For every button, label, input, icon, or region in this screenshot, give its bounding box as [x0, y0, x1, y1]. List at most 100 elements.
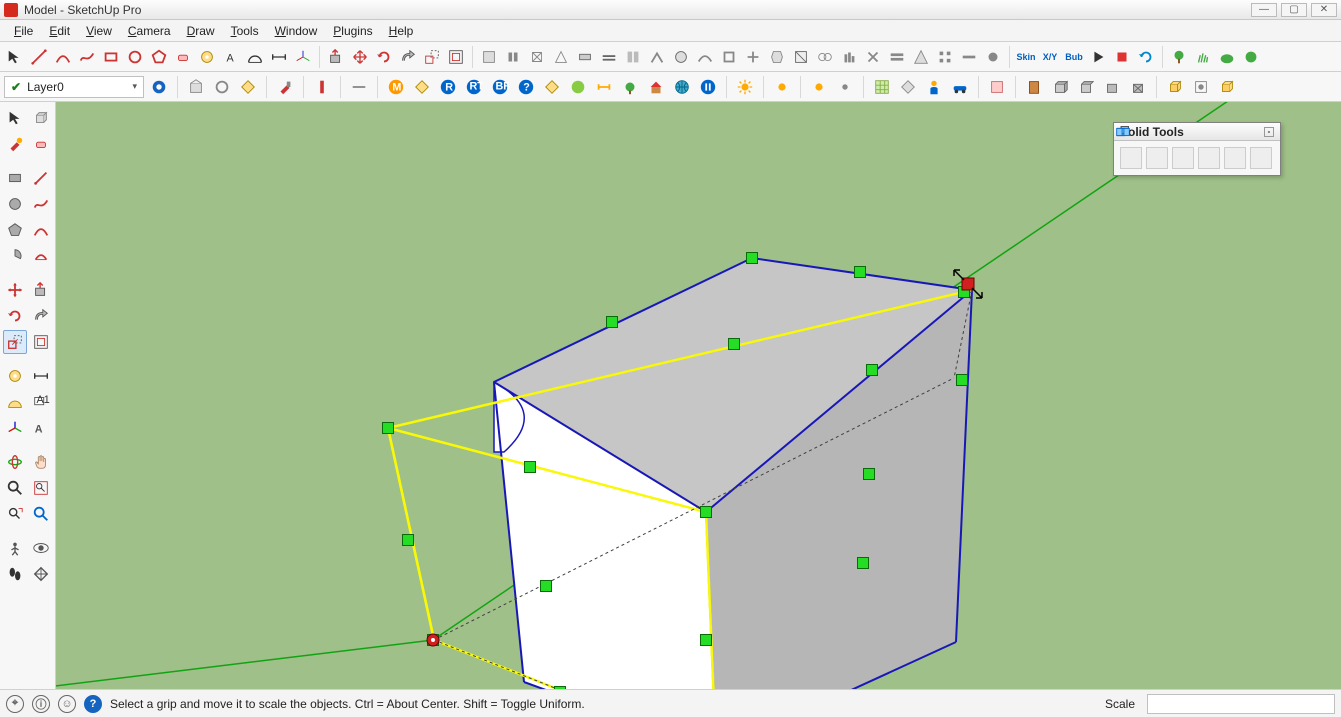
plugin-tree-icon[interactable]: [1168, 46, 1190, 68]
rectangle-tool-icon[interactable]: [3, 166, 27, 190]
plugin-bub-icon[interactable]: Bub: [1063, 46, 1085, 68]
measure-input[interactable]: [1147, 694, 1335, 714]
plugin-icon[interactable]: [694, 46, 716, 68]
tape-tool-icon[interactable]: [3, 364, 27, 388]
tool-icon[interactable]: [1190, 76, 1212, 98]
menu-window[interactable]: Window: [267, 22, 326, 40]
solid-trim-icon[interactable]: [1224, 147, 1246, 169]
move-tool-icon[interactable]: [3, 278, 27, 302]
tool-rt-icon[interactable]: RT: [463, 76, 485, 98]
plugin-grass-icon[interactable]: [1192, 46, 1214, 68]
plugin-icon[interactable]: [934, 46, 956, 68]
tool-icon[interactable]: [897, 76, 919, 98]
tool-box-icon[interactable]: [1049, 76, 1071, 98]
plugin-play-icon[interactable]: [1087, 46, 1109, 68]
tool-axes-icon[interactable]: [292, 46, 314, 68]
tool-pause-icon[interactable]: [697, 76, 719, 98]
tool-protractor-icon[interactable]: [244, 46, 266, 68]
look-around-tool-icon[interactable]: [29, 536, 53, 560]
solid-tools-title[interactable]: Solid Tools -: [1114, 123, 1280, 141]
solid-split-icon[interactable]: [1250, 147, 1272, 169]
tool-map-icon[interactable]: [871, 76, 893, 98]
position-camera-tool-icon[interactable]: [3, 536, 27, 560]
tool-icon[interactable]: [619, 76, 641, 98]
plugin-icon[interactable]: [478, 46, 500, 68]
tool-scale-icon[interactable]: [421, 46, 443, 68]
plugin-icon[interactable]: [646, 46, 668, 68]
tool-cube-icon[interactable]: [1216, 76, 1238, 98]
plugin-icon[interactable]: [886, 46, 908, 68]
menu-plugins[interactable]: Plugins: [325, 22, 380, 40]
menu-camera[interactable]: Camera: [120, 22, 179, 40]
tool-rectangle-icon[interactable]: [100, 46, 122, 68]
tool-icon[interactable]: [348, 76, 370, 98]
plugin-icon[interactable]: [766, 46, 788, 68]
followme-tool-icon[interactable]: [29, 304, 53, 328]
walk-tool-icon[interactable]: [3, 562, 27, 586]
tool-r-icon[interactable]: R: [437, 76, 459, 98]
tool-line-icon[interactable]: [28, 46, 50, 68]
zoom-extents-tool-icon[interactable]: [29, 502, 53, 526]
tool-polygon-icon[interactable]: [148, 46, 170, 68]
tool-select-icon[interactable]: [4, 46, 26, 68]
tool-dimension-icon[interactable]: [268, 46, 290, 68]
tool-sun-icon[interactable]: [734, 76, 756, 98]
plugin-icon[interactable]: [742, 46, 764, 68]
section-tool-icon[interactable]: [29, 562, 53, 586]
tool-icon[interactable]: [185, 76, 207, 98]
viewport[interactable]: Solid Tools -: [56, 102, 1341, 689]
tool-tape-icon[interactable]: [196, 46, 218, 68]
freehand-tool-icon[interactable]: [29, 192, 53, 216]
person-icon[interactable]: ☺: [58, 695, 76, 713]
dimension-tool-icon[interactable]: [29, 364, 53, 388]
tool-br-icon[interactable]: BR: [489, 76, 511, 98]
tool-icon[interactable]: [411, 76, 433, 98]
offset-tool-icon[interactable]: [29, 330, 53, 354]
plugin-icon[interactable]: [502, 46, 524, 68]
credits-icon[interactable]: ⓘ: [32, 695, 50, 713]
protractor-tool-icon[interactable]: [3, 390, 27, 414]
geo-icon[interactable]: ⌖: [6, 695, 24, 713]
plugin-icon[interactable]: [622, 46, 644, 68]
tool-eraser-icon[interactable]: [172, 46, 194, 68]
tool-book-icon[interactable]: [1023, 76, 1045, 98]
text-tool-icon[interactable]: A1: [29, 390, 53, 414]
paint-tool-icon[interactable]: [3, 132, 27, 156]
tool-text-icon[interactable]: A: [220, 46, 242, 68]
solid-subtract-icon[interactable]: [1198, 147, 1220, 169]
plugin-refresh-icon[interactable]: [1135, 46, 1157, 68]
plugin-icon[interactable]: [670, 46, 692, 68]
plugin-skin-icon[interactable]: Skin: [1015, 46, 1037, 68]
tool-icon[interactable]: [834, 76, 856, 98]
plugin-icon[interactable]: [526, 46, 548, 68]
tool-circle-icon[interactable]: [124, 46, 146, 68]
solid-tools-panel[interactable]: Solid Tools -: [1113, 122, 1281, 176]
tool-box-icon[interactable]: [1101, 76, 1123, 98]
tool-freehand-icon[interactable]: [76, 46, 98, 68]
plugin-icon[interactable]: [838, 46, 860, 68]
plugin-icon[interactable]: [718, 46, 740, 68]
scale-tool-icon[interactable]: [3, 330, 27, 354]
tool-icon[interactable]: [211, 76, 233, 98]
plugin-icon[interactable]: [958, 46, 980, 68]
close-button[interactable]: ✕: [1311, 3, 1337, 17]
pan-tool-icon[interactable]: [29, 450, 53, 474]
zoom-window-tool-icon[interactable]: [29, 476, 53, 500]
menu-tools[interactable]: Tools: [223, 22, 267, 40]
plugin-icon[interactable]: [862, 46, 884, 68]
tool-box-icon[interactable]: [1075, 76, 1097, 98]
tool-globe-icon[interactable]: [671, 76, 693, 98]
minimize-button[interactable]: —: [1251, 3, 1277, 17]
layer-selector[interactable]: ✔ Layer0 ▾: [4, 76, 144, 98]
tool-pushpull-icon[interactable]: [325, 46, 347, 68]
tool-paint-icon[interactable]: [274, 76, 296, 98]
menu-edit[interactable]: Edit: [41, 22, 78, 40]
tool-person-icon[interactable]: [923, 76, 945, 98]
tool-arc-icon[interactable]: [52, 46, 74, 68]
arc2-tool-icon[interactable]: [29, 244, 53, 268]
tool-offset-icon[interactable]: [445, 46, 467, 68]
menu-help[interactable]: Help: [381, 22, 422, 40]
plugin-bush-icon[interactable]: [1216, 46, 1238, 68]
tool-icon[interactable]: [567, 76, 589, 98]
arc-tool-icon[interactable]: [29, 218, 53, 242]
